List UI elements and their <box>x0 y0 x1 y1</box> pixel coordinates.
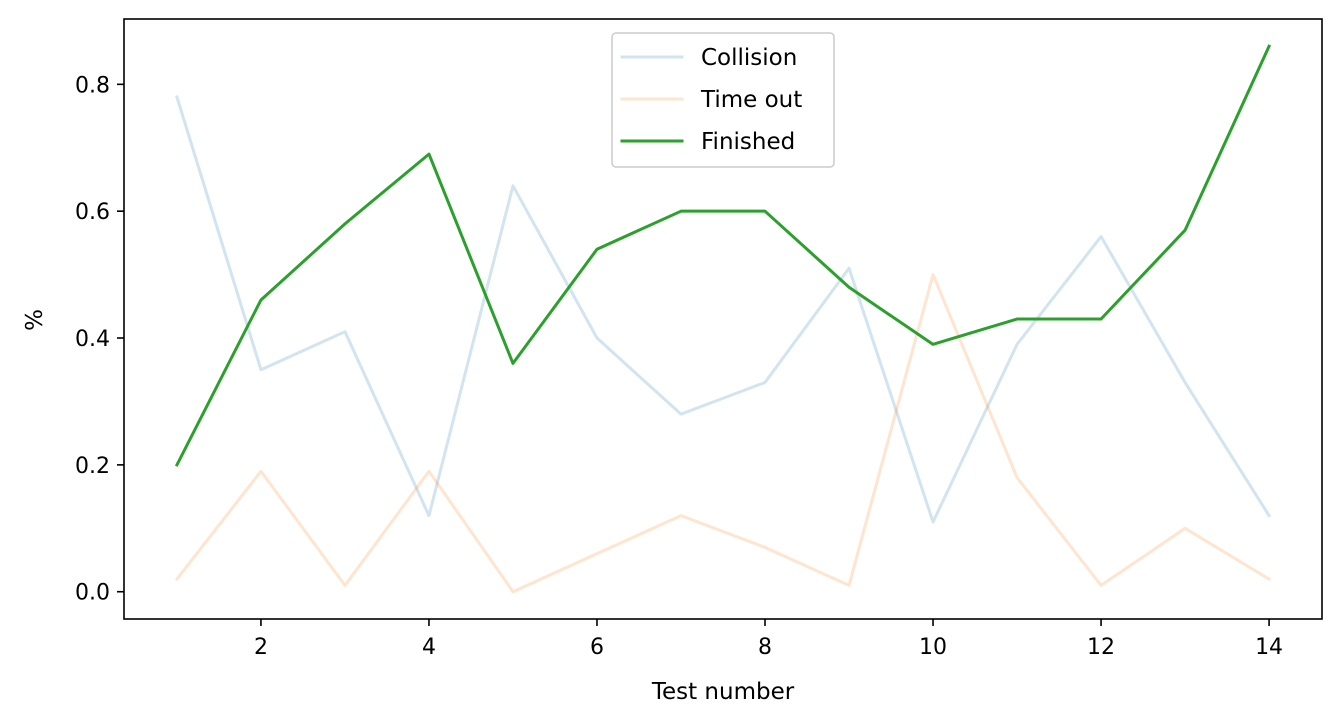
x-axis-ticks: 2 4 6 8 10 12 14 <box>254 619 1283 660</box>
y-tick-label: 0.6 <box>75 200 110 225</box>
plot-frame <box>123 18 1323 620</box>
x-tick-label: 10 <box>919 635 947 660</box>
series-layer <box>174 44 1272 594</box>
y-axis-ticks: 0.0 0.2 0.4 0.6 0.8 <box>75 73 124 606</box>
series-line-collision <box>175 95 1272 524</box>
x-tick-label: 6 <box>590 635 604 660</box>
x-tick-label: 2 <box>254 635 268 660</box>
x-tick-label: 12 <box>1087 635 1115 660</box>
y-tick-label: 0.4 <box>75 327 110 352</box>
series-line-finished <box>174 44 1272 467</box>
x-axis-label: Test number <box>651 679 795 705</box>
x-tick-label: 4 <box>422 635 436 660</box>
legend-label-collision: Collision <box>701 45 797 71</box>
x-tick-label: 8 <box>758 635 772 660</box>
y-tick-label: 0.8 <box>75 73 110 98</box>
y-axis-label: % <box>22 309 48 331</box>
legend-label-finished: Finished <box>701 129 795 155</box>
y-tick-label: 0.0 <box>75 581 110 606</box>
legend-label-time-out: Time out <box>700 87 802 113</box>
y-tick-label: 0.2 <box>75 454 110 479</box>
x-tick-label: 14 <box>1255 635 1283 660</box>
legend-box <box>611 32 835 168</box>
series-line-time-out <box>174 273 1272 594</box>
legend: Collision Time out Finished <box>611 32 835 168</box>
